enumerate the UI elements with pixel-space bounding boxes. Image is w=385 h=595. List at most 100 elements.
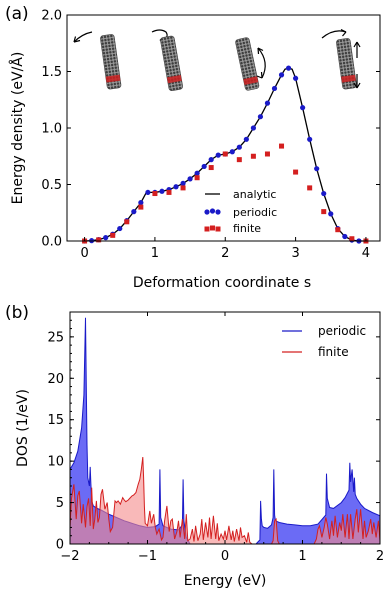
panel-a-legend: analytic periodic finite [204, 188, 277, 235]
y-tick-label: 0 [56, 538, 64, 553]
panel-b-frame [69, 311, 381, 545]
periodic-point [208, 157, 214, 163]
finite-point [307, 185, 313, 191]
x-tick-label: 0 [221, 549, 229, 564]
finite-point [152, 191, 158, 197]
finite-point [222, 151, 228, 157]
finite-point [250, 153, 256, 159]
periodic-point [117, 225, 123, 232]
finite-point [264, 151, 270, 157]
finite-point [110, 232, 116, 238]
panel-b-x-axis-label: Energy (eV) [184, 573, 267, 589]
panel-b-label: (b) [5, 303, 29, 323]
panel-a-y-axis-label: Energy density (eV/Å) [9, 52, 26, 205]
y-tick-label: 1.0 [41, 122, 62, 137]
finite-point [321, 209, 327, 215]
legend-periodic-dos-label: periodic [318, 324, 366, 338]
finite-dos-line [70, 456, 380, 544]
x-tick-label: 2 [221, 246, 229, 261]
finite-point [208, 165, 214, 171]
x-tick-label: 3 [291, 246, 299, 261]
periodic-point [159, 188, 165, 194]
periodic-point [103, 235, 109, 241]
legend-finite-marker [204, 225, 221, 232]
periodic-point [314, 166, 320, 172]
periodic-point [194, 170, 200, 176]
periodic-point [215, 152, 221, 158]
periodic-point [271, 85, 278, 92]
y-tick-label: 0.0 [41, 235, 62, 250]
panel-b-y-ticks: 0 5 10 15 20 25 [47, 311, 380, 553]
y-tick-label: 25 [47, 330, 64, 345]
periodic-point [264, 100, 271, 106]
finite-point [279, 143, 285, 149]
x-tick-label: 1 [151, 246, 159, 261]
twisted-tube-icon [151, 29, 183, 92]
legend-finite-label: finite [233, 222, 261, 235]
panel-a-y-ticks: 0.0 0.5 1.0 1.5 2.0 [41, 9, 380, 250]
legend-analytic-label: analytic [233, 188, 276, 201]
panel-b-y-axis-label: DOS (1/eV) [15, 389, 31, 467]
periodic-point [321, 190, 327, 197]
finite-point [138, 204, 144, 210]
panel-a-x-axis-label: Deformation coordinate s [133, 275, 311, 291]
periodic-point [292, 75, 299, 81]
x-tick-label: 4 [362, 246, 370, 261]
panel-b-legend: periodic finite [282, 324, 366, 359]
periodic-point [328, 211, 334, 217]
periodic-point [173, 184, 179, 190]
finite-point [335, 227, 341, 233]
finite-point [349, 236, 355, 242]
finite-point [124, 219, 130, 225]
periodic-point [250, 125, 256, 131]
panel-a-plot-area [81, 65, 369, 244]
periodic-point [187, 176, 193, 182]
finite-point [194, 175, 200, 181]
x-tick-label: 1 [298, 549, 306, 564]
periodic-point [342, 233, 348, 240]
panel-a-label: (a) [5, 4, 29, 24]
finite-point [293, 169, 299, 175]
panel-a: (a) 0 1 2 3 4 0.0 0.5 1.0 1.5 2.0 Deformation co… [5, 4, 381, 291]
periodic-point [138, 199, 144, 206]
periodic-point [278, 72, 285, 78]
periodic-dos-line [70, 317, 380, 544]
periodic-point [236, 144, 242, 150]
periodic-point [145, 189, 151, 196]
y-tick-label: 5 [56, 496, 64, 511]
x-tick-label: −1 [138, 549, 157, 564]
legend-periodic-marker [204, 208, 221, 215]
finite-point [166, 189, 172, 195]
finite-dos-area [70, 457, 380, 544]
periodic-point [257, 114, 264, 120]
periodic-point [300, 105, 306, 111]
periodic-point [285, 65, 292, 71]
y-tick-label: 2.0 [41, 9, 62, 24]
bent-tube-icon [73, 31, 122, 90]
x-tick-label: −2 [60, 549, 79, 564]
y-tick-label: 0.5 [41, 178, 62, 193]
periodic-point [229, 149, 235, 155]
stretched-bent-tube-icon [235, 37, 266, 91]
panel-a-frame [66, 14, 381, 242]
panel-b: (b) −2 −1 0 1 2 0 5 10 15 20 25 Energy (eV) DOS (… [5, 303, 384, 589]
panel-b-x-ticks: −2 −1 0 1 2 [60, 312, 384, 564]
twisted-stretched-tube-icon [321, 28, 361, 90]
y-tick-label: 15 [47, 413, 64, 428]
x-tick-label: 2 [376, 549, 384, 564]
finite-point [236, 157, 242, 163]
finite-point [96, 237, 102, 243]
panel-a-x-ticks: 0 1 2 3 4 [80, 237, 370, 261]
y-tick-label: 10 [47, 455, 64, 470]
y-tick-label: 20 [47, 372, 64, 387]
x-tick-label: 0 [80, 246, 88, 261]
periodic-point [307, 136, 313, 142]
legend-periodic-label: periodic [233, 206, 277, 219]
periodic-point [131, 209, 137, 215]
y-tick-label: 1.5 [41, 65, 62, 80]
finite-point [180, 185, 186, 191]
periodic-point [243, 136, 249, 142]
legend-finite-dos-label: finite [318, 345, 349, 359]
periodic-point [180, 180, 186, 186]
